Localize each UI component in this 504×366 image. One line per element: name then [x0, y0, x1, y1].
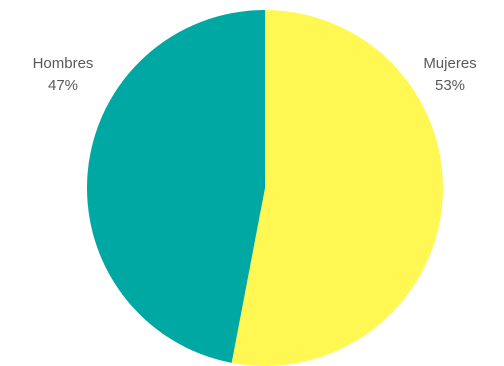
pie-slice-mujeres: [231, 10, 443, 366]
slice-label-mujeres: Mujeres 53%: [423, 55, 476, 94]
slice-category-label: Hombres: [33, 55, 94, 72]
slice-value-label: 53%: [435, 77, 465, 94]
pie-slices: [86, 9, 443, 366]
slice-label-hombres: Hombres 47%: [33, 55, 94, 94]
pie-slice-hombres: [86, 9, 266, 363]
slice-value-label: 47%: [48, 77, 78, 94]
pie-labels: Mujeres 53% Hombres 47%: [33, 55, 477, 94]
slice-category-label: Mujeres: [423, 55, 476, 72]
